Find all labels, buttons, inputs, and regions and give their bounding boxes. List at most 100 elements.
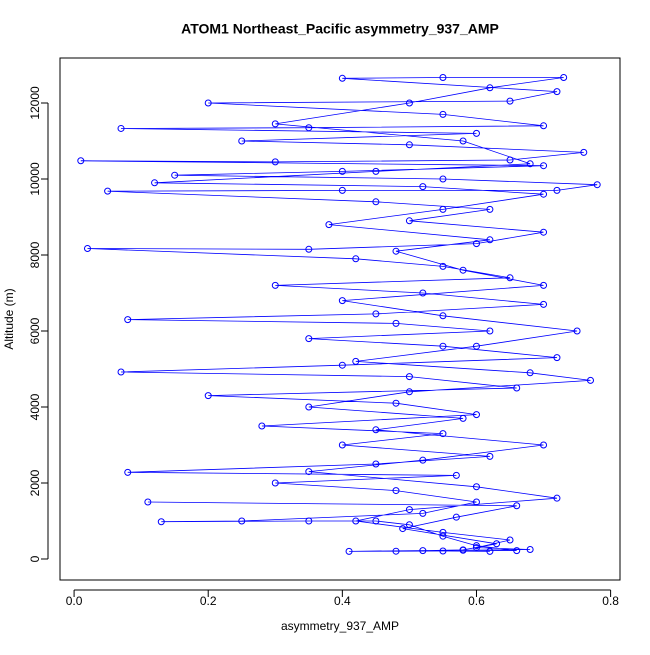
data-point xyxy=(117,368,125,376)
data-point xyxy=(540,228,548,236)
data-point xyxy=(580,148,588,156)
data-point xyxy=(392,247,400,255)
data-point xyxy=(392,319,400,327)
data-point xyxy=(472,411,480,419)
data-point xyxy=(405,506,413,514)
data-point xyxy=(204,392,212,400)
data-point xyxy=(486,236,494,244)
data-point xyxy=(305,403,313,411)
y-tick-label: 6000 xyxy=(28,317,42,344)
data-line xyxy=(80,77,598,552)
data-point xyxy=(405,99,413,107)
data-point xyxy=(486,205,494,213)
data-point xyxy=(526,160,534,168)
data-point xyxy=(439,110,447,118)
data-point xyxy=(305,245,313,253)
data-point xyxy=(486,452,494,460)
data-point xyxy=(305,335,313,343)
data-point xyxy=(419,547,427,555)
data-point xyxy=(506,156,514,164)
chart-title: ATOM1 Northeast_Pacific asymmetry_937_AM… xyxy=(181,21,499,37)
y-tick-label: 0 xyxy=(28,555,42,562)
data-point xyxy=(271,281,279,289)
data-point xyxy=(459,266,467,274)
data-point xyxy=(439,528,447,536)
x-tick-label: 0.8 xyxy=(602,594,619,608)
data-point xyxy=(586,376,594,384)
data-point xyxy=(338,361,346,369)
data-point xyxy=(405,141,413,149)
y-tick-label: 2000 xyxy=(28,469,42,496)
data-point xyxy=(439,312,447,320)
data-point xyxy=(472,342,480,350)
data-point xyxy=(452,513,460,521)
y-tick-label: 8000 xyxy=(28,241,42,268)
x-tick-label: 0.6 xyxy=(468,594,485,608)
data-point xyxy=(439,532,447,540)
data-point xyxy=(104,187,112,195)
data-point xyxy=(405,373,413,381)
data-point xyxy=(472,498,480,506)
data-point xyxy=(472,483,480,491)
data-point xyxy=(540,281,548,289)
data-point xyxy=(77,157,85,165)
data-point xyxy=(486,84,494,92)
data-point xyxy=(439,74,447,82)
data-point xyxy=(338,167,346,175)
data-point xyxy=(540,122,548,130)
data-point xyxy=(124,316,132,324)
data-point xyxy=(305,468,313,476)
data-point xyxy=(258,422,266,430)
data-point xyxy=(372,310,380,318)
data-point xyxy=(83,245,91,253)
y-tick-label: 12000 xyxy=(28,86,42,120)
data-point xyxy=(553,494,561,502)
data-point xyxy=(392,399,400,407)
data-point xyxy=(352,517,360,525)
data-point xyxy=(439,430,447,438)
data-point xyxy=(305,124,313,132)
data-point xyxy=(439,342,447,350)
data-point xyxy=(513,384,521,392)
data-point xyxy=(405,217,413,225)
data-point xyxy=(399,525,407,533)
plot-frame xyxy=(59,57,621,581)
data-point xyxy=(157,518,165,526)
data-point xyxy=(540,441,548,449)
data-point xyxy=(459,414,467,422)
data-point xyxy=(171,171,179,179)
data-point xyxy=(238,517,246,525)
data-point xyxy=(560,74,568,82)
data-point xyxy=(439,547,447,555)
data-point xyxy=(345,547,353,555)
data-point xyxy=(338,297,346,305)
data-point xyxy=(540,162,548,170)
data-point xyxy=(513,547,521,555)
data-point xyxy=(486,327,494,335)
y-tick-label: 4000 xyxy=(28,393,42,420)
data-point xyxy=(271,120,279,128)
data-point xyxy=(419,289,427,297)
data-point xyxy=(392,547,400,555)
data-point xyxy=(338,441,346,449)
data-point xyxy=(553,354,561,362)
data-point xyxy=(419,509,427,517)
data-point xyxy=(204,99,212,107)
data-point xyxy=(419,456,427,464)
data-point xyxy=(459,137,467,145)
data-point xyxy=(271,158,279,166)
data-point xyxy=(372,517,380,525)
data-point xyxy=(553,186,561,194)
data-point xyxy=(372,167,380,175)
data-point xyxy=(593,181,601,189)
data-point xyxy=(338,74,346,82)
x-tick-label: 0.4 xyxy=(334,594,351,608)
data-point xyxy=(573,327,581,335)
data-point xyxy=(405,521,413,529)
data-point xyxy=(338,186,346,194)
data-point xyxy=(405,388,413,396)
data-point xyxy=(472,542,480,550)
data-point xyxy=(392,487,400,495)
data-point xyxy=(117,124,125,132)
data-point xyxy=(352,357,360,365)
